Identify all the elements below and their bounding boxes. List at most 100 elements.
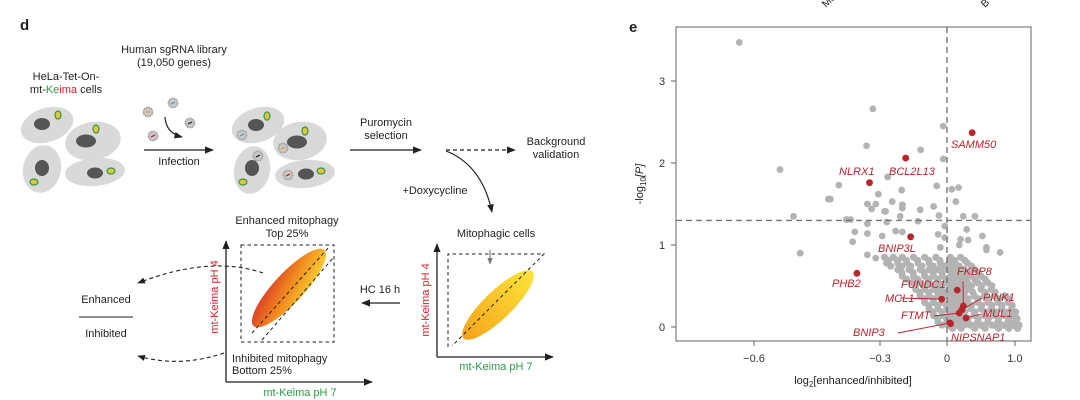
data-point bbox=[882, 207, 889, 215]
data-point bbox=[863, 142, 870, 150]
data-point bbox=[957, 324, 965, 332]
plot-frame bbox=[675, 26, 1032, 342]
data-point bbox=[935, 212, 943, 219]
doxycycline-label: +Doxycycline bbox=[402, 185, 467, 197]
data-point bbox=[869, 105, 877, 113]
leader-line bbox=[899, 297, 942, 300]
cell-line-label-2: mt-Keima cells bbox=[30, 84, 103, 96]
data-point bbox=[872, 200, 880, 208]
panel-d: d Human sgRNA library (19,050 genes) HeL… bbox=[20, 17, 586, 399]
data-point bbox=[971, 324, 979, 332]
panel-label-d: d bbox=[20, 17, 29, 34]
data-point bbox=[878, 232, 886, 240]
data-point bbox=[933, 182, 941, 190]
x-tick-label: 0 bbox=[944, 353, 950, 365]
data-point bbox=[995, 324, 1003, 332]
top-25-label: Top 25% bbox=[266, 228, 309, 240]
data-point bbox=[864, 230, 871, 237]
gene-labels: SAMM50 BCL2L13 NLRX1 BNIP3L PHB2 FUNDC1 MCL1 FK… bbox=[832, 139, 1015, 344]
uninfected-cells-illustration bbox=[20, 106, 125, 193]
puromycin-label-1: Puromycin bbox=[360, 117, 412, 129]
leader-line bbox=[897, 322, 951, 334]
data-point bbox=[939, 122, 947, 130]
cut-off-label-2: B bbox=[979, 0, 992, 10]
background-label-1: Background bbox=[527, 136, 586, 148]
y-tick-label: 3 bbox=[659, 76, 665, 88]
data-point bbox=[796, 249, 804, 257]
highlighted-point-mul1 bbox=[962, 314, 970, 322]
data-point bbox=[898, 204, 906, 212]
data-point bbox=[964, 236, 972, 244]
left-plot-x-axis-label: mt-Keima pH 7 bbox=[263, 387, 336, 399]
highlighted-point-nipsnap1 bbox=[947, 320, 955, 328]
data-point bbox=[914, 217, 922, 225]
panel-e: e SAMM50 BCL2L13 NLRX1 BNIP3L PHB2 FUNDC1 MCL1… bbox=[629, 19, 1032, 389]
data-point bbox=[874, 190, 882, 198]
highlighted-point-samm50 bbox=[968, 129, 976, 137]
data-point bbox=[955, 184, 962, 192]
data-point bbox=[883, 218, 891, 226]
enhanced-mitophagy-label: Enhanced mitophagy bbox=[235, 215, 339, 227]
data-point bbox=[916, 206, 924, 214]
y-tick-label: 0 bbox=[659, 322, 665, 334]
gene-label-nlrx1: NLRX1 bbox=[839, 166, 874, 178]
data-point bbox=[959, 212, 967, 220]
highlighted-point-nlrx1 bbox=[866, 179, 873, 187]
data-point bbox=[851, 228, 859, 236]
gene-label-bnip3: BNIP3 bbox=[853, 327, 886, 339]
label-leader-lines bbox=[897, 280, 983, 334]
right-plot-x-axis-label: mt-Keima pH 7 bbox=[459, 361, 532, 373]
highlighted-point-phb2 bbox=[853, 269, 861, 277]
gene-label-ftmt: FTMT bbox=[901, 310, 932, 322]
data-point bbox=[735, 39, 743, 46]
data-point bbox=[864, 220, 871, 228]
highlighted-point-mcl1 bbox=[938, 295, 946, 303]
infected-cells-illustration bbox=[231, 106, 335, 194]
data-point bbox=[884, 173, 891, 181]
data-point bbox=[898, 228, 906, 236]
y-tick-label: 1 bbox=[659, 240, 665, 252]
data-point bbox=[790, 212, 797, 220]
data-point bbox=[917, 146, 925, 154]
ratio-numerator: Enhanced bbox=[81, 294, 131, 306]
ratio-denominator: Inhibited bbox=[85, 328, 127, 340]
data-point bbox=[835, 181, 843, 189]
inhibited-dashed-arrow bbox=[137, 352, 225, 362]
mitophagic-cells-label: Mitophagic cells bbox=[457, 228, 536, 240]
gene-label-mul1: MUL1 bbox=[983, 308, 1012, 320]
data-point bbox=[864, 251, 871, 259]
gene-label-bnip3l: BNIP3L bbox=[878, 243, 916, 255]
data-point bbox=[939, 155, 947, 163]
highlighted-points bbox=[853, 129, 976, 328]
sorting-facs-plot: mt-Keima pH 4 mt-Keima pH 7 bbox=[209, 240, 373, 399]
data-point bbox=[898, 186, 906, 194]
highlighted-point-ftmt bbox=[955, 309, 963, 317]
gene-label-samm50: SAMM50 bbox=[951, 139, 997, 151]
x-axis-label: log2[enhanced/inhibited] bbox=[794, 375, 912, 389]
data-point bbox=[888, 198, 896, 205]
x-axis-ticks: −0.6 −0.3 0 1.0 bbox=[743, 341, 1023, 365]
panel-label-e: e bbox=[629, 19, 637, 36]
data-point bbox=[955, 241, 963, 249]
puromycin-label-2: selection bbox=[364, 130, 407, 142]
x-tick-label: −0.3 bbox=[869, 353, 891, 365]
gene-label-phb2: PHB2 bbox=[832, 278, 861, 290]
gene-label-bcl2l13: BCL2L13 bbox=[889, 166, 936, 178]
data-point bbox=[936, 244, 944, 251]
inhibited-mitophagy-label: Inhibited mitophagy bbox=[232, 353, 328, 365]
infection-curve-arrow bbox=[164, 116, 183, 139]
enhanced-dashed-arrow bbox=[137, 265, 264, 284]
right-plot-y-axis-label: mt-Keima pH 4 bbox=[420, 263, 432, 336]
data-point bbox=[887, 262, 895, 270]
data-point bbox=[971, 212, 979, 220]
data-point bbox=[957, 235, 964, 243]
infection-label: Infection bbox=[158, 156, 200, 168]
data-point bbox=[1014, 324, 1022, 332]
data-point bbox=[963, 226, 971, 233]
data-point bbox=[872, 254, 880, 262]
gene-label-fkbp8: FKBP8 bbox=[957, 266, 993, 278]
highlighted-point-fundc1 bbox=[953, 286, 961, 294]
background-label-2: validation bbox=[533, 149, 579, 161]
bottom-25-label: Bottom 25% bbox=[232, 365, 292, 377]
